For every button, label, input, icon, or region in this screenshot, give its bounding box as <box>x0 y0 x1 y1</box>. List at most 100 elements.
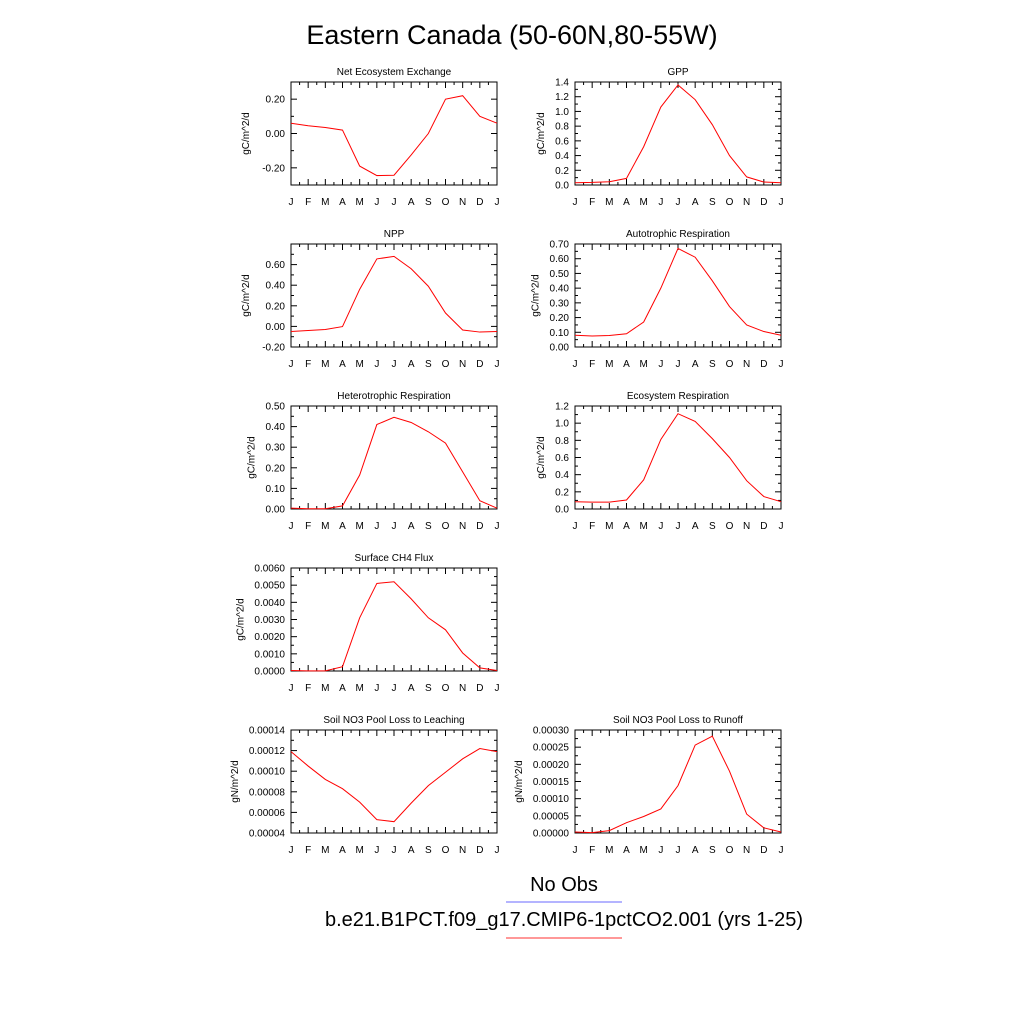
series-line <box>290 95 498 177</box>
y-tick-label: 0.00020 <box>533 760 570 771</box>
x-tick-label: S <box>425 359 432 370</box>
y-tick-label: 0.0020 <box>254 632 285 643</box>
x-tick-label: O <box>726 521 734 532</box>
y-tick-label: 0.8 <box>555 436 569 447</box>
y-tick-label: 0.10 <box>550 328 570 339</box>
x-tick-label: A <box>339 845 346 856</box>
x-tick-label: M <box>605 359 613 370</box>
series-line <box>290 416 498 510</box>
plot-frame <box>290 405 498 510</box>
y-tick-label: 0.00 <box>266 129 286 140</box>
y-tick-label: 0.0 <box>555 181 569 192</box>
x-tick-label: A <box>408 845 415 856</box>
x-tick-label: A <box>623 197 630 208</box>
x-tick-label: O <box>726 845 734 856</box>
x-tick-label: J <box>374 845 379 856</box>
y-tick-label: 0.50 <box>266 402 286 413</box>
y-axis-label: gC/m^2/d <box>536 436 547 479</box>
series-line <box>574 413 782 503</box>
x-tick-label: N <box>459 359 466 370</box>
y-tick-label: 0.00010 <box>533 794 570 805</box>
panel-title: Surface CH4 Flux <box>355 553 434 564</box>
x-tick-label: M <box>355 359 363 370</box>
x-tick-label: D <box>760 359 767 370</box>
x-tick-label: S <box>425 521 432 532</box>
x-tick-label: F <box>305 359 311 370</box>
x-tick-label: J <box>289 521 294 532</box>
y-tick-label: 1.2 <box>555 402 569 413</box>
x-tick-label: J <box>573 521 578 532</box>
x-tick-label: N <box>459 845 466 856</box>
y-tick-label: 0.00 <box>550 343 570 354</box>
x-tick-label: J <box>779 845 784 856</box>
legend-label-model: b.e21.B1PCT.f09_g17.CMIP6-1pctCO2.001 (y… <box>325 909 803 931</box>
x-tick-label: A <box>339 197 346 208</box>
x-tick-label: J <box>289 683 294 694</box>
x-tick-label: D <box>476 683 483 694</box>
plot-frame <box>574 729 782 834</box>
x-tick-label: J <box>779 197 784 208</box>
y-tick-label: 0.0 <box>555 505 569 516</box>
y-tick-label: 0.0050 <box>254 581 285 592</box>
x-tick-label: M <box>639 197 647 208</box>
plot-frame <box>574 243 782 348</box>
x-tick-label: D <box>760 845 767 856</box>
y-tick-label: 0.60 <box>550 254 570 265</box>
x-tick-label: J <box>573 197 578 208</box>
x-tick-label: A <box>692 845 699 856</box>
panel-title: Heterotrophic Respiration <box>337 391 450 402</box>
y-tick-label: 0.30 <box>266 443 286 454</box>
y-tick-label: 1.0 <box>555 107 569 118</box>
y-tick-label: 0.0010 <box>254 649 285 660</box>
x-tick-label: O <box>442 845 450 856</box>
x-tick-label: N <box>743 845 750 856</box>
y-axis-label: gC/m^2/d <box>241 112 252 155</box>
panel-title: GPP <box>667 67 688 78</box>
x-tick-label: F <box>305 683 311 694</box>
y-tick-label: 0.00006 <box>249 808 286 819</box>
x-tick-label: N <box>459 521 466 532</box>
y-tick-label: 0.00014 <box>249 726 286 737</box>
y-tick-label: 0.20 <box>550 313 570 324</box>
x-tick-label: S <box>425 845 432 856</box>
x-tick-label: F <box>589 359 595 370</box>
y-tick-label: 0.6 <box>555 136 569 147</box>
y-tick-label: 0.70 <box>550 240 570 251</box>
y-tick-label: 0.2 <box>555 166 569 177</box>
panel-title: Soil NO3 Pool Loss to Runoff <box>613 715 743 726</box>
x-tick-label: J <box>658 521 663 532</box>
x-tick-label: J <box>495 683 500 694</box>
x-tick-label: A <box>623 845 630 856</box>
x-tick-label: A <box>339 521 346 532</box>
y-tick-label: 1.0 <box>555 419 569 430</box>
x-tick-label: J <box>676 197 681 208</box>
x-tick-label: M <box>321 683 329 694</box>
series-line <box>574 735 782 834</box>
x-tick-label: J <box>289 359 294 370</box>
x-tick-label: A <box>692 359 699 370</box>
x-tick-label: A <box>408 197 415 208</box>
x-tick-label: J <box>374 197 379 208</box>
x-tick-label: O <box>442 683 450 694</box>
x-tick-label: M <box>639 359 647 370</box>
y-tick-label: 0.00 <box>266 322 286 333</box>
x-tick-label: N <box>743 359 750 370</box>
x-tick-label: J <box>779 359 784 370</box>
y-tick-label: 0.00008 <box>249 787 286 798</box>
x-tick-label: N <box>459 683 466 694</box>
y-tick-label: -0.20 <box>262 163 285 174</box>
x-tick-label: J <box>495 359 500 370</box>
x-tick-label: S <box>709 197 716 208</box>
x-tick-label: F <box>305 521 311 532</box>
legend-label-obs: No Obs <box>530 874 598 896</box>
y-tick-label: 0.00010 <box>249 767 286 778</box>
x-tick-label: M <box>355 521 363 532</box>
x-tick-label: D <box>476 845 483 856</box>
x-tick-label: A <box>408 683 415 694</box>
x-tick-label: S <box>709 521 716 532</box>
x-tick-label: M <box>355 683 363 694</box>
series-line <box>290 581 498 672</box>
